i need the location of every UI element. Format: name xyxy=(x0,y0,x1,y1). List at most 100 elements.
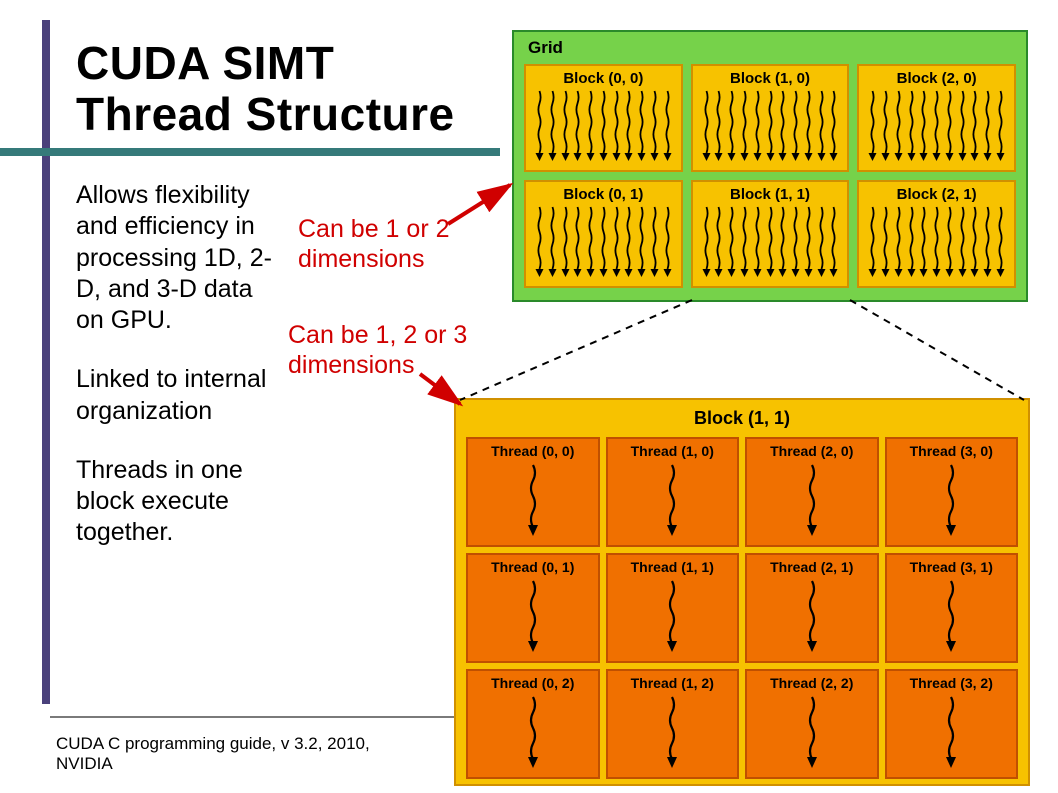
thread-squiggle-icon xyxy=(534,205,545,279)
thread-squiggle-icon xyxy=(662,461,682,544)
thread-squiggle-icon xyxy=(523,461,543,544)
thread-squiggle-icon xyxy=(893,89,904,163)
thread-squiggle-icon xyxy=(969,89,980,163)
thread-squiggle-icon xyxy=(828,89,839,163)
grid-block: Block (0, 0) xyxy=(524,64,683,172)
block-label: Block (1, 1) xyxy=(699,186,842,203)
thread-squiggle-icon xyxy=(867,89,878,163)
thread-cell: Thread (2, 1) xyxy=(745,553,879,663)
thread-cell: Thread (3, 0) xyxy=(885,437,1019,547)
thread-cell: Thread (2, 2) xyxy=(745,669,879,779)
thread-squiggle-icon xyxy=(931,205,942,279)
thread-squiggle-icon xyxy=(752,89,763,163)
thread-label: Thread (2, 0) xyxy=(770,443,853,459)
thread-squiggle-icon xyxy=(777,89,788,163)
thread-squiggle-icon xyxy=(623,89,634,163)
thread-squiggle-icon xyxy=(636,89,647,163)
thread-squiggle-icon xyxy=(765,89,776,163)
thread-squiggle-icon xyxy=(598,205,609,279)
thread-squiggle-icon xyxy=(560,205,571,279)
thread-squiggle-icon xyxy=(560,89,571,163)
thread-cell: Thread (0, 2) xyxy=(466,669,600,779)
body-p3: Threads in one block execute together. xyxy=(76,455,276,549)
citation: CUDA C programming guide, v 3.2, 2010, N… xyxy=(56,734,370,775)
block-detail-panel: Block (1, 1) Thread (0, 0)Thread (1, 0)T… xyxy=(454,398,1030,786)
block-label: Block (0, 1) xyxy=(532,186,675,203)
thread-squiggle-icon xyxy=(867,205,878,279)
title-line-1: CUDA SIMT xyxy=(76,37,334,89)
thread-squiggle-icon xyxy=(701,205,712,279)
block-threads-icon xyxy=(532,89,675,163)
thread-label: Thread (3, 2) xyxy=(910,675,993,691)
horizontal-accent-bar xyxy=(0,148,500,156)
thread-squiggle-icon xyxy=(572,89,583,163)
grid-block: Block (2, 0) xyxy=(857,64,1016,172)
thread-squiggle-icon xyxy=(941,577,961,660)
thread-label: Thread (1, 0) xyxy=(631,443,714,459)
block-label: Block (2, 1) xyxy=(865,186,1008,203)
thread-cell: Thread (1, 0) xyxy=(606,437,740,547)
thread-squiggle-icon xyxy=(969,205,980,279)
thread-cell: Thread (3, 1) xyxy=(885,553,1019,663)
vertical-accent-bar xyxy=(42,20,50,704)
thread-cell: Thread (0, 0) xyxy=(466,437,600,547)
thread-squiggle-icon xyxy=(523,693,543,776)
block-label: Block (2, 0) xyxy=(865,70,1008,87)
thread-label: Thread (0, 2) xyxy=(491,675,574,691)
thread-squiggle-icon xyxy=(790,89,801,163)
block-threads-icon xyxy=(699,205,842,279)
thread-label: Thread (0, 1) xyxy=(491,559,574,575)
citation-l1: CUDA C programming guide, v 3.2, 2010, xyxy=(56,734,370,753)
title-line-2: Thread Structure xyxy=(76,88,455,140)
thread-squiggle-icon xyxy=(803,205,814,279)
thread-squiggle-icon xyxy=(802,461,822,544)
thread-squiggle-icon xyxy=(739,89,750,163)
thread-squiggle-icon xyxy=(534,89,545,163)
block-label: Block (1, 0) xyxy=(699,70,842,87)
thread-squiggle-icon xyxy=(944,89,955,163)
thread-squiggle-icon xyxy=(777,205,788,279)
dash-line-left xyxy=(460,300,692,400)
thread-squiggle-icon xyxy=(995,205,1006,279)
thread-row: Thread (0, 0) Thread (1, 0) Thread (2, 0) T… xyxy=(466,437,1018,547)
thread-cell: Thread (3, 2) xyxy=(885,669,1019,779)
thread-squiggle-icon xyxy=(572,205,583,279)
slide-title: CUDA SIMT Thread Structure xyxy=(76,38,455,139)
thread-squiggle-icon xyxy=(941,461,961,544)
thread-squiggle-icon xyxy=(636,205,647,279)
thread-row: Thread (0, 2) Thread (1, 2)Thread (2, 2) T… xyxy=(466,669,1018,779)
thread-squiggle-icon xyxy=(662,693,682,776)
thread-rows: Thread (0, 0) Thread (1, 0) Thread (2, 0) T… xyxy=(466,437,1018,779)
grid-rows: Block (0, 0)Block (1, 0)Block (2, 0)Bloc… xyxy=(524,64,1016,288)
thread-squiggle-icon xyxy=(726,89,737,163)
thread-row: Thread (0, 1) Thread (1, 1) Thread (2, 1) T… xyxy=(466,553,1018,663)
thread-squiggle-icon xyxy=(752,205,763,279)
thread-squiggle-icon xyxy=(957,205,968,279)
block-threads-icon xyxy=(865,89,1008,163)
thread-squiggle-icon xyxy=(547,89,558,163)
thread-squiggle-icon xyxy=(662,89,673,163)
thread-squiggle-icon xyxy=(918,205,929,279)
thread-label: Thread (2, 1) xyxy=(770,559,853,575)
body-p2: Linked to internal organization xyxy=(76,364,276,427)
thread-cell: Thread (0, 1) xyxy=(466,553,600,663)
thread-squiggle-icon xyxy=(828,205,839,279)
thread-squiggle-icon xyxy=(982,205,993,279)
thread-squiggle-icon xyxy=(941,693,961,776)
annotation-grid-dim: Can be 1 or 2 dimensions xyxy=(298,214,498,274)
grid-row: Block (0, 1) Block (1, 1) Block (2, 1) xyxy=(524,180,1016,288)
thread-cell: Thread (1, 1) xyxy=(606,553,740,663)
thread-squiggle-icon xyxy=(701,89,712,163)
grid-title: Grid xyxy=(528,38,1016,58)
block-threads-icon xyxy=(532,205,675,279)
thread-squiggle-icon xyxy=(790,205,801,279)
thread-cell: Thread (1, 2) xyxy=(606,669,740,779)
thread-squiggle-icon xyxy=(816,89,827,163)
grid-row: Block (0, 0) Block (1, 0) Block (2, 0) xyxy=(524,64,1016,172)
thread-squiggle-icon xyxy=(523,577,543,660)
thread-squiggle-icon xyxy=(995,89,1006,163)
block-label: Block (0, 0) xyxy=(532,70,675,87)
thread-squiggle-icon xyxy=(649,205,660,279)
annotation-block-dim: Can be 1, 2 or 3 dimensions xyxy=(288,320,488,380)
thread-squiggle-icon xyxy=(802,577,822,660)
